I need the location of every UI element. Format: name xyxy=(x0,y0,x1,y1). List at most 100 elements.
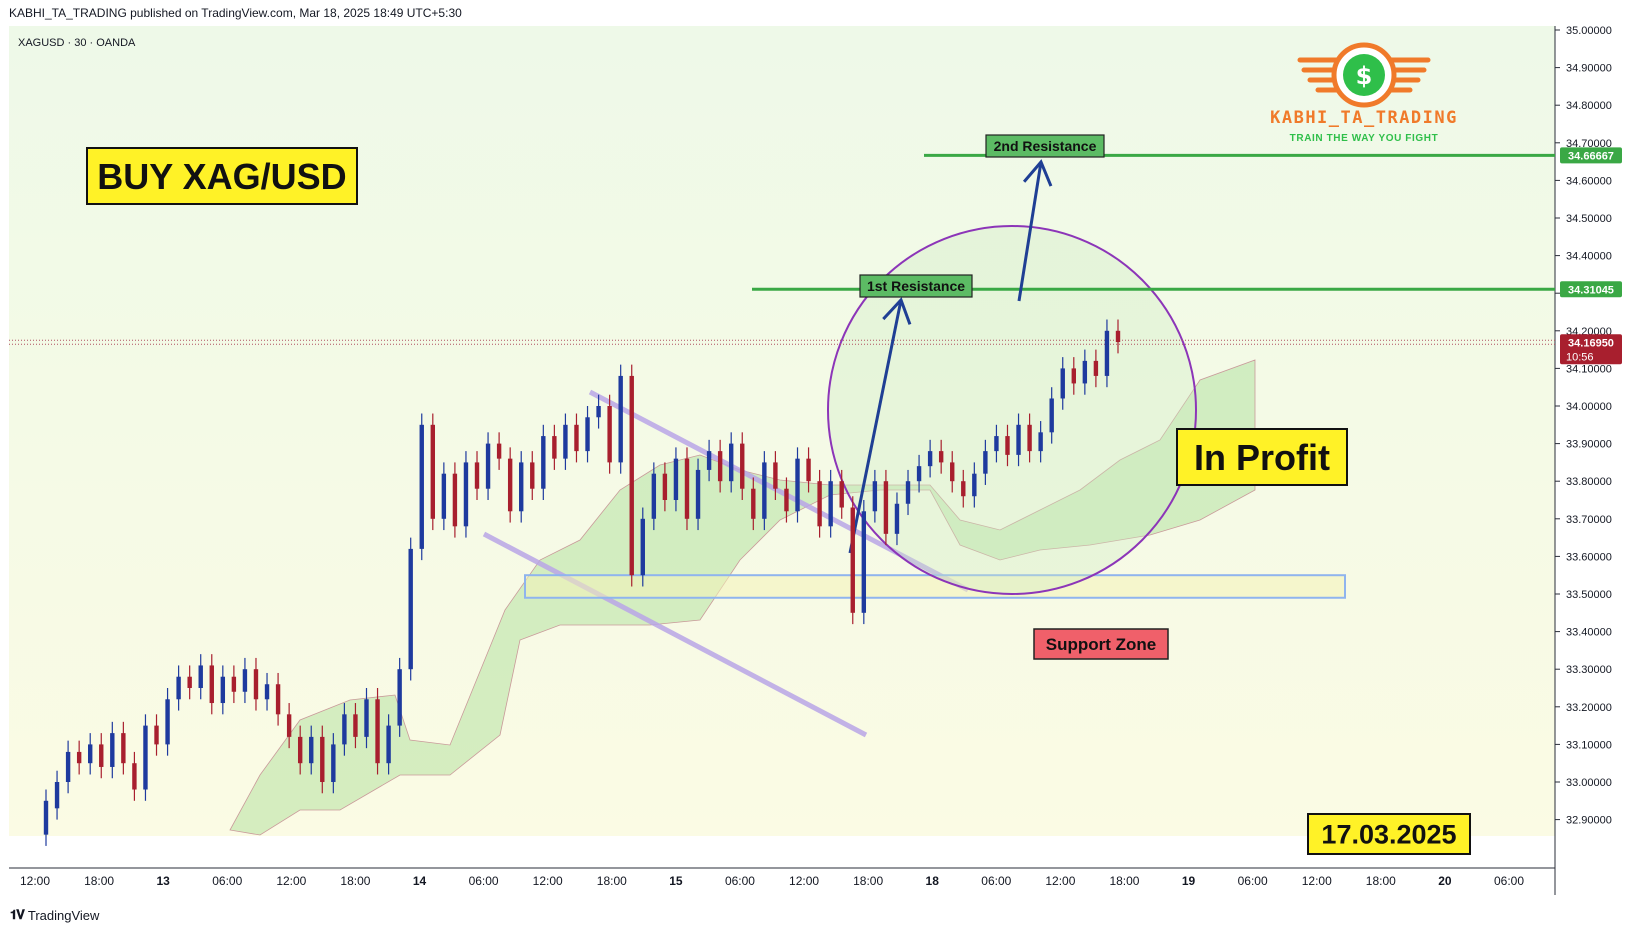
logo-coin-icon xyxy=(1343,54,1385,96)
time-tick-label: 12:00 xyxy=(276,874,306,888)
second-resistance-price-tag-bg xyxy=(1560,147,1622,164)
buy-label: BUY XAG/USD xyxy=(97,156,346,197)
time-tick-label: 06:00 xyxy=(981,874,1011,888)
candle-body xyxy=(1093,360,1099,376)
candle-body xyxy=(88,744,93,764)
candle-body xyxy=(496,443,502,459)
candle-body xyxy=(99,744,104,767)
candle-body xyxy=(187,676,192,688)
candle-body xyxy=(1104,330,1110,376)
candle-body xyxy=(740,443,745,489)
logo-right-wing-icon xyxy=(1380,57,1431,93)
first-resistance-label: 1st Resistance xyxy=(867,278,965,294)
time-tick-label: 06:00 xyxy=(212,874,242,888)
candle-body xyxy=(519,462,524,512)
candle-body xyxy=(861,511,867,613)
price-tick-label: 34.00000 xyxy=(1566,401,1612,413)
profit-circle xyxy=(827,225,1197,595)
candle-body xyxy=(320,736,325,782)
candle-body xyxy=(651,473,657,519)
candle-body xyxy=(165,699,170,745)
candle-body xyxy=(297,736,303,764)
candle-body xyxy=(430,424,436,519)
candle-body xyxy=(541,436,546,489)
axes: 35.00000 34.90000 34.80000 34.70000 34.60000… xyxy=(20,25,1612,888)
candle-body xyxy=(961,481,966,497)
candle-body xyxy=(728,443,734,482)
candle-body xyxy=(309,736,314,764)
tradingview-footer-text[interactable]: TradingView xyxy=(27,908,100,923)
price-tick-label: 33.40000 xyxy=(1566,627,1612,639)
price-tick-label: 34.50000 xyxy=(1566,213,1612,225)
candle-body xyxy=(839,481,844,508)
tradingview-logo-icon[interactable]: 𝟏𝐕 xyxy=(10,908,25,923)
candle-body xyxy=(342,714,347,745)
candle-body xyxy=(65,751,71,782)
candle-body xyxy=(530,462,535,489)
second-resistance-label-box xyxy=(985,134,1105,158)
candle-body xyxy=(1016,424,1021,455)
time-tick-label: 18:00 xyxy=(853,874,883,888)
second-target-arrow-shaft xyxy=(1017,161,1043,302)
chart-overlays xyxy=(9,153,1555,738)
candle-body xyxy=(817,481,822,527)
time-tick-label: 12:00 xyxy=(1302,874,1332,888)
time-tick-label: 06:00 xyxy=(1494,874,1524,888)
second-target-arrow-head xyxy=(1022,159,1053,187)
candle-body xyxy=(706,451,712,470)
candle-body xyxy=(607,406,612,463)
price-tick-label: 34.40000 xyxy=(1566,251,1612,263)
support-zone-box xyxy=(524,574,1346,599)
logo-left-wing-icon xyxy=(1297,57,1348,93)
current-price-tag: 34.16950 xyxy=(1568,337,1614,349)
candle-body xyxy=(253,669,259,700)
in-profit-label-box xyxy=(1176,428,1348,486)
time-tick-label: 18 xyxy=(926,874,940,888)
candle-body xyxy=(894,503,900,534)
candle-body xyxy=(1060,368,1065,399)
candle-body xyxy=(1038,432,1043,452)
candle-body xyxy=(717,451,723,482)
publisher-line: KABHI_TA_TRADING published on TradingVie… xyxy=(9,6,462,20)
candle-body xyxy=(695,469,701,519)
candle-body xyxy=(762,462,767,519)
time-tick-label: 18:00 xyxy=(340,874,370,888)
candle-body xyxy=(143,725,148,790)
date-label: 17.03.2025 xyxy=(1321,820,1456,850)
first-target-arrow-shaft xyxy=(848,299,903,554)
candle-body xyxy=(231,676,237,692)
time-tick-label: 20 xyxy=(1438,874,1452,888)
candle-body xyxy=(408,548,413,670)
candle-body xyxy=(552,436,557,459)
buy-label-box xyxy=(86,147,358,205)
price-tick-label: 33.70000 xyxy=(1566,514,1612,526)
candle-body xyxy=(640,518,645,576)
candle-body xyxy=(806,458,811,482)
candle-body xyxy=(585,417,590,452)
ichimoku-cloud xyxy=(229,359,1256,836)
candle-body xyxy=(916,466,922,482)
candle-body xyxy=(121,733,126,764)
brand-logo: $ KABHI_TA_TRADING TRAIN THE WAY YOU FIGHT xyxy=(1270,42,1456,144)
candle-body xyxy=(1071,368,1076,384)
candle-body xyxy=(154,725,159,745)
second-resistance-label: 2nd Resistance xyxy=(994,138,1097,154)
candle-body xyxy=(54,782,60,809)
time-tick-label: 12:00 xyxy=(789,874,819,888)
candle-body xyxy=(795,458,800,512)
candle-body xyxy=(110,733,115,767)
first-target-arrow-head xyxy=(882,297,912,325)
price-tick-label: 34.90000 xyxy=(1566,63,1612,75)
time-tick-label: 14 xyxy=(413,874,427,888)
time-tick-label: 12:00 xyxy=(1045,874,1075,888)
price-tick-label: 33.20000 xyxy=(1566,702,1612,714)
current-price-tag-bg xyxy=(1560,334,1622,365)
price-tick-label: 33.90000 xyxy=(1566,439,1612,451)
candle-body xyxy=(474,462,480,489)
annotation-labels: XAGUSD · 30 · OANDA 34.66667 34.31045 34.16… xyxy=(18,37,1622,855)
candle-body xyxy=(43,800,49,835)
candle-body xyxy=(563,424,568,459)
candle-body xyxy=(673,458,679,500)
logo-dollar-symbol: $ xyxy=(1356,62,1373,90)
